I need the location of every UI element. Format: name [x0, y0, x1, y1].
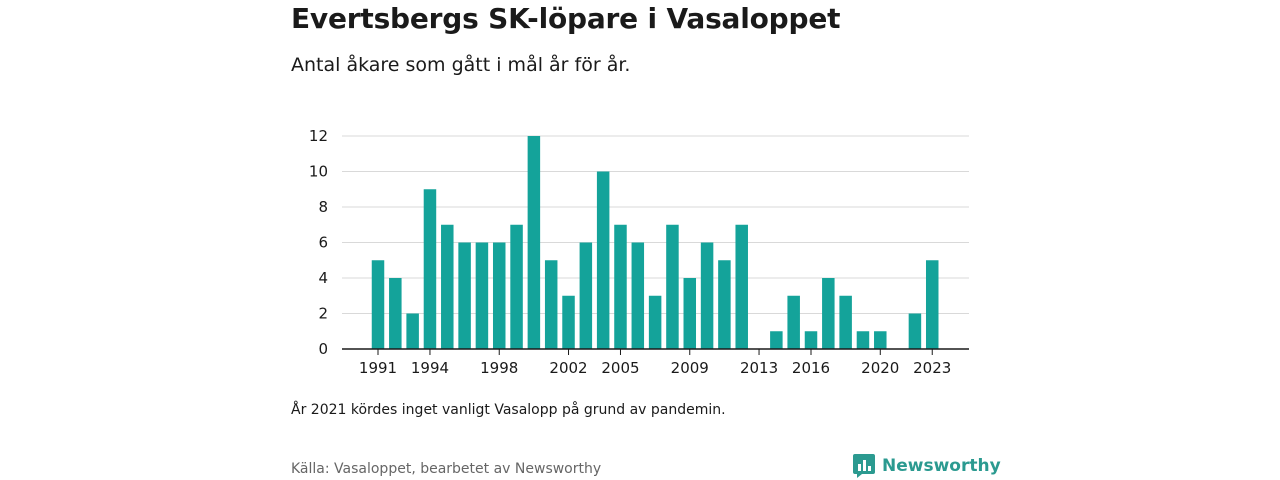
bar-1995	[441, 224, 454, 349]
bar-2004	[596, 171, 610, 349]
bar-2003	[579, 242, 593, 349]
bar-2000	[527, 136, 541, 349]
newsworthy-logo-icon	[853, 454, 875, 478]
y-tick-label: 8	[318, 198, 328, 216]
bar-2020	[874, 331, 887, 349]
chart-note: År 2021 kördes inget vanligt Vasalopp på…	[291, 402, 726, 418]
x-tick-label: 2016	[792, 359, 830, 377]
bar-2019	[856, 331, 870, 349]
x-tick-label: 2013	[740, 359, 778, 377]
bar-2018	[839, 295, 852, 349]
bar-1997	[475, 242, 489, 349]
bar-2012	[735, 224, 748, 349]
chart-subtitle: Antal åkare som gått i mål år för år.	[291, 54, 631, 76]
bar-1999	[510, 224, 523, 349]
bar-2009	[683, 278, 697, 349]
y-tick-label: 12	[309, 127, 328, 145]
x-axis-labels: 1991 1994 1998 2002 2005 2009 2013 2016 2020 2023	[359, 359, 951, 377]
y-tick-label: 6	[318, 234, 328, 252]
bar-2023	[925, 260, 939, 349]
bars	[371, 136, 939, 349]
source-text: Källa: Vasaloppet, bearbetet av Newswort…	[291, 461, 602, 477]
bar-chart: 0 2 4 6 8 10 12 1991 1994 1998 2002 2005 2009 2013 20…	[309, 127, 969, 377]
bar-2007	[648, 295, 662, 349]
chart-title: Evertsbergs SK-löpare i Vasaloppet	[291, 2, 841, 35]
bar-2014	[770, 331, 783, 349]
x-tick-label: 2020	[861, 359, 899, 377]
bar-2010	[700, 242, 714, 349]
brand-logo[interactable]: Newsworthy	[852, 453, 1001, 479]
bar-1996	[458, 242, 471, 349]
y-tick-label: 10	[309, 163, 328, 181]
bar-2016	[804, 331, 818, 349]
y-tick-label: 2	[318, 305, 328, 323]
y-tick-label: 0	[318, 340, 328, 358]
x-tick-label: 2023	[913, 359, 951, 377]
bar-2022	[908, 313, 922, 349]
bar-1992	[389, 278, 402, 349]
x-tick-label: 2005	[601, 359, 639, 377]
x-tick-label: 1994	[411, 359, 449, 377]
bar-1991	[371, 260, 385, 349]
x-tick-label: 1998	[480, 359, 518, 377]
y-axis-labels: 0 2 4 6 8 10 12	[309, 127, 328, 358]
brand-name: Newsworthy	[882, 456, 1001, 476]
bar-2006	[631, 242, 645, 349]
bar-2001	[544, 260, 558, 349]
bar-1998	[492, 242, 506, 349]
x-tick-label: 2002	[549, 359, 587, 377]
y-tick-label: 4	[318, 269, 328, 287]
x-axis	[342, 348, 969, 355]
x-tick-label: 1991	[359, 359, 397, 377]
x-tick-label: 2009	[671, 359, 709, 377]
bar-2011	[718, 260, 731, 349]
bar-1993	[406, 313, 419, 349]
bar-2017	[822, 278, 835, 349]
bar-2002	[562, 295, 575, 349]
bar-1994	[423, 189, 437, 349]
bar-2008	[666, 224, 679, 349]
bar-2005	[614, 224, 627, 349]
bar-2015	[787, 295, 800, 349]
